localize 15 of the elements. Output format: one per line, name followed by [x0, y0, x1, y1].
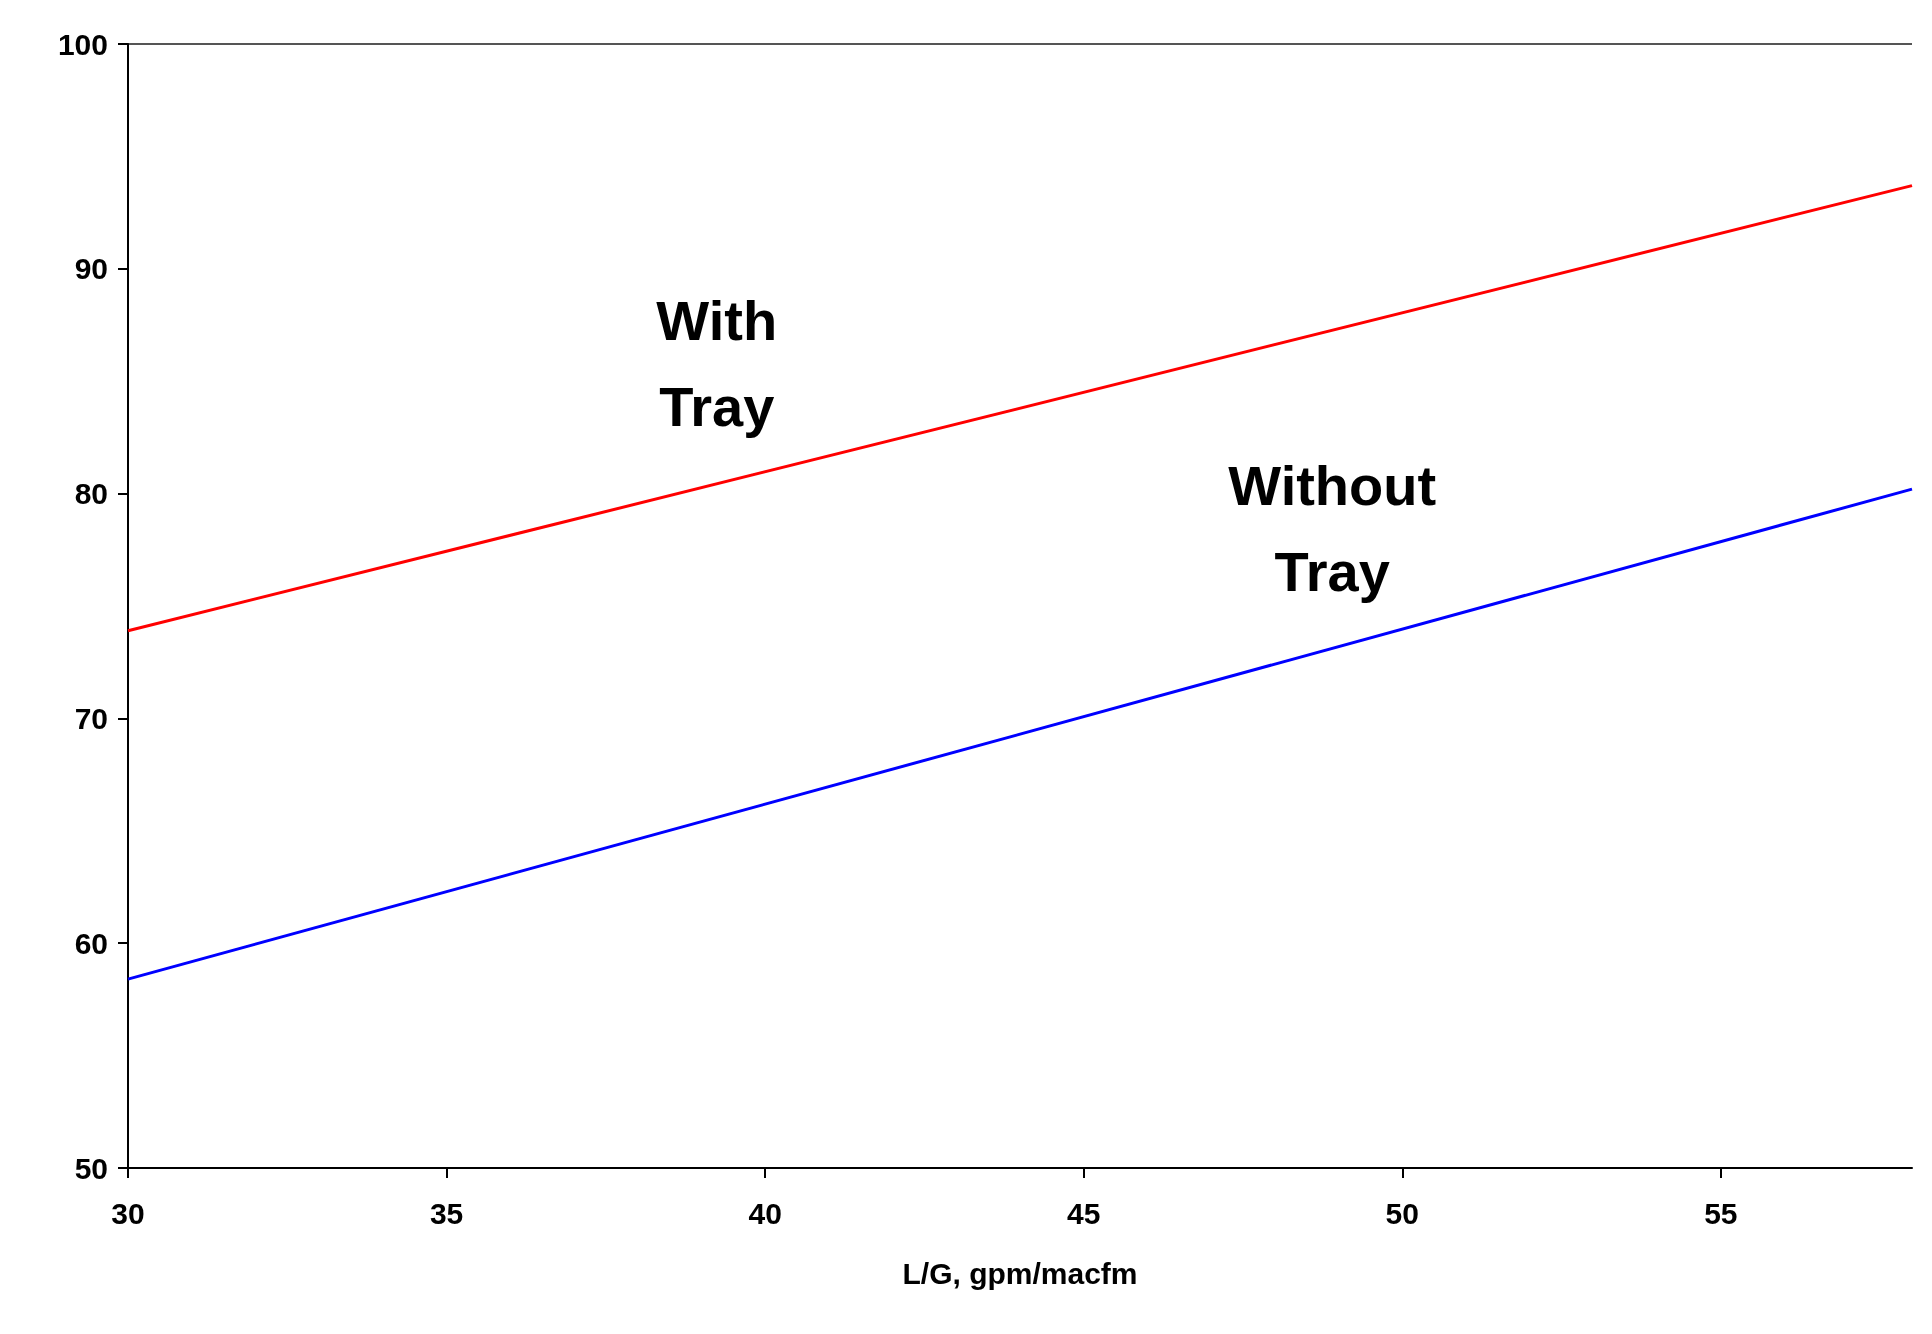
- x-tick-label: 35: [429, 1196, 464, 1230]
- x-tick-label: 55: [1704, 1196, 1738, 1230]
- x-tick-label: 50: [1385, 1196, 1419, 1230]
- y-tick-label: 60: [74, 926, 108, 960]
- y-tick-label: 100: [57, 27, 108, 61]
- y-tick-label: 70: [74, 701, 108, 735]
- y-tick-label: 80: [74, 477, 108, 511]
- x-tick-label: 45: [1067, 1196, 1101, 1230]
- x-tick-label: 30: [111, 1196, 145, 1230]
- x-tick-label: 40: [748, 1196, 782, 1230]
- y-tick-label: 90: [74, 252, 108, 286]
- annotation: With Tray: [656, 289, 778, 439]
- annotation: Without Tray: [1228, 453, 1437, 603]
- y-tick-label: 50: [74, 1151, 108, 1185]
- x-axis-title: L/G, gpm/macfm: [902, 1256, 1138, 1290]
